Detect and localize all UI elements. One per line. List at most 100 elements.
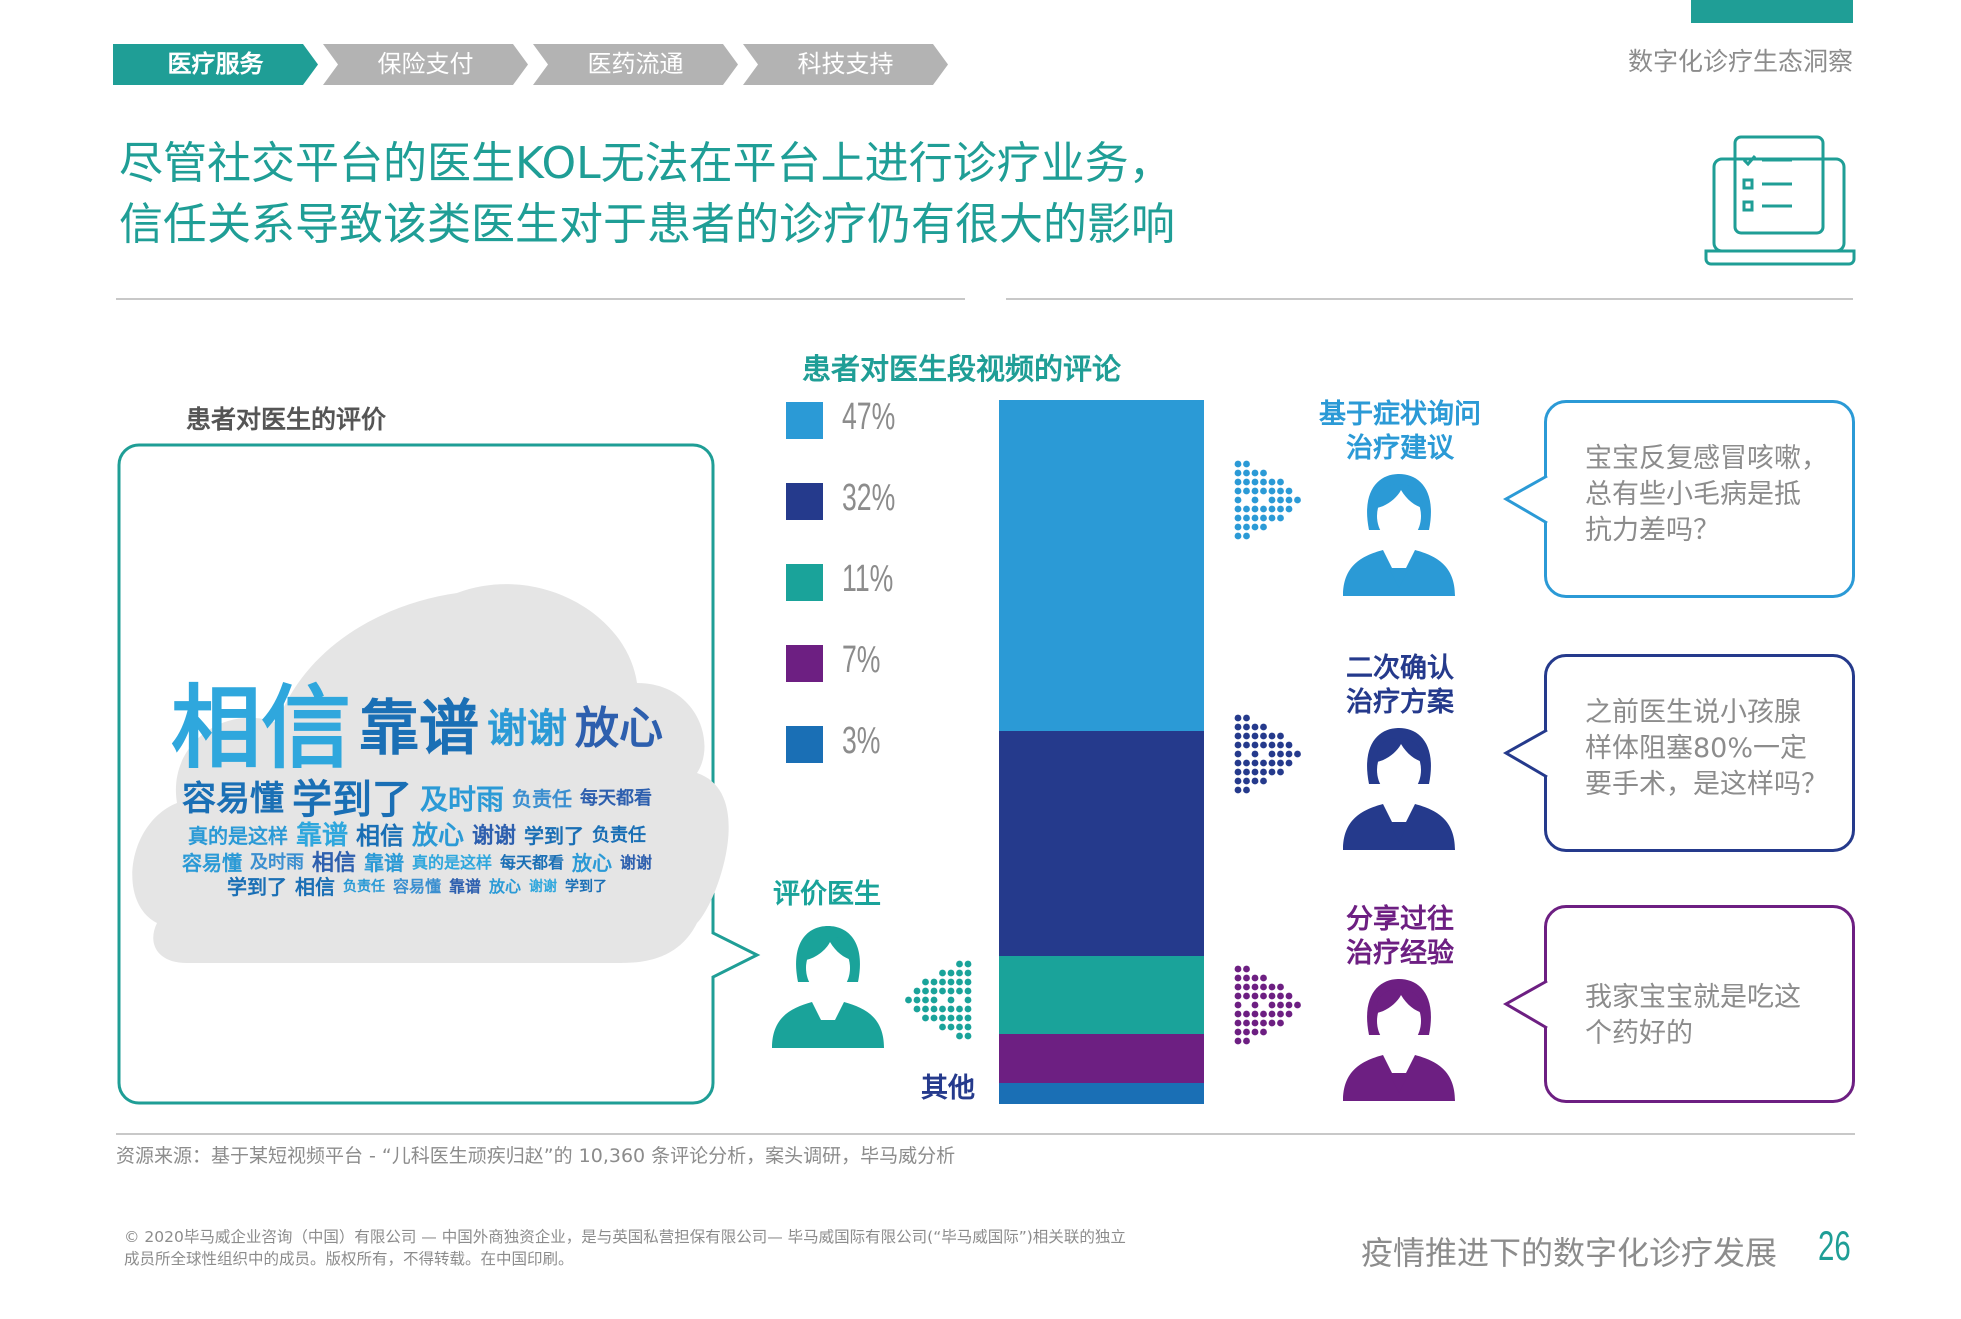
legend-label: 32% <box>842 477 896 519</box>
divider-left <box>116 298 965 300</box>
copyright-line-1: © 2020毕马威企业咨询（中国）有限公司 — 中国外商独资企业，是与英国私营担… <box>124 1228 1126 1246</box>
legend-swatch <box>786 726 823 763</box>
word-cloud-word: 放心 <box>411 820 464 851</box>
bar-segment <box>999 956 1204 1034</box>
segment-label-other: 其他 <box>921 1073 975 1104</box>
page-number: 26 <box>1818 1222 1851 1269</box>
speech-bubble: 之前医生说小孩腺 样体阻塞80%一定 要手术，是这样吗？ <box>1502 654 1855 852</box>
legend-swatch <box>786 645 823 682</box>
legend-swatch <box>786 564 823 601</box>
word-cloud-word: 靠谱 <box>363 850 404 875</box>
segment-label-line-2: 治疗经验 <box>1346 938 1454 969</box>
quote-line: 宝宝反复感冒咳嗽， <box>1585 443 1828 474</box>
legend-label: 7% <box>842 639 881 681</box>
word-cloud: 相信 靠谱 谢谢 放心 容易懂 学到了 及时雨 负责任 每天都看 真的是这样 靠谱 相信 放心 谢谢 学到了… <box>167 630 667 950</box>
quote-line: 我家宝宝就是吃这 <box>1585 982 1801 1013</box>
bar-segment <box>999 730 1204 957</box>
word-cloud-word: 谢谢 <box>620 852 653 872</box>
word-cloud-word: 学到了 <box>291 776 412 823</box>
dot-arrow-left-icon <box>902 960 972 1044</box>
tab-medical-service[interactable]: 医疗服务 <box>113 44 318 85</box>
word-cloud-word: 相信 <box>355 821 404 850</box>
word-cloud-word: 学到了 <box>565 879 608 896</box>
word-cloud-word: 学到了 <box>226 874 287 899</box>
doc-title: 疫情推进下的数字化诊疗发展 <box>1361 1234 1778 1272</box>
word-cloud-word: 放心 <box>489 877 522 897</box>
tab-pharma[interactable]: 医药流通 <box>533 44 738 85</box>
segment-label: 分享过往 治疗经验 <box>1300 903 1500 971</box>
word-cloud-word: 负责任 <box>592 824 647 846</box>
title-line-1: 尽管社交平台的医生KOL无法在平台上进行诊疗业务， <box>119 138 1173 189</box>
person-icon <box>1343 724 1455 854</box>
section-tabs: 医疗服务 保险支付 医药流通 科技支持 <box>113 44 953 85</box>
speech-bubble: 我家宝宝就是吃这 个药好的 <box>1502 905 1855 1103</box>
top-accent-bar <box>1691 0 1853 23</box>
segment-label-line-1: 分享过往 <box>1346 904 1454 935</box>
legend-label: 3% <box>842 720 881 762</box>
legend-label: 11% <box>842 558 894 600</box>
person-icon <box>1343 975 1455 1105</box>
legend-swatch <box>786 402 823 439</box>
word-cloud-word: 相信 <box>171 676 351 782</box>
report-title: 数字化诊疗生态洞察 <box>1627 47 1853 76</box>
source-note: 资源来源：基于某短视频平台 - “儿科医生顽疾归赵”的 10,360 条评论分析… <box>116 1145 956 1167</box>
speech-bubble: 宝宝反复感冒咳嗽， 总有些小毛病是抵 抗力差吗？ <box>1502 400 1855 598</box>
segment-label-line-2: 治疗方案 <box>1346 687 1454 718</box>
word-cloud-word: 谢谢 <box>529 879 558 896</box>
evaluation-panel <box>117 443 761 1105</box>
word-cloud-word: 谢谢 <box>487 706 567 753</box>
quote-line: 要手术，是这样吗？ <box>1585 769 1828 800</box>
chart-title: 患者对医生段视频的评论 <box>802 352 1122 386</box>
footer-divider <box>116 1133 1855 1135</box>
word-cloud-word: 及时雨 <box>419 782 504 816</box>
person-icon <box>772 922 884 1052</box>
tab-tech[interactable]: 科技支持 <box>743 44 948 85</box>
tab-insurance[interactable]: 保险支付 <box>323 44 528 85</box>
segment-label-line-2: 治疗建议 <box>1346 433 1454 464</box>
person-icon <box>1343 470 1455 600</box>
word-cloud-word: 靠谱 <box>448 877 481 897</box>
word-cloud-shape <box>132 584 729 963</box>
page-title: 尽管社交平台的医生KOL无法在平台上进行诊疗业务， 信任关系导致该类医生对于患者… <box>119 133 1175 255</box>
segment-label-line-1: 基于症状询问 <box>1319 399 1481 430</box>
word-cloud-word: 真的是这样 <box>187 823 288 848</box>
bar-segment <box>999 1082 1204 1104</box>
word-cloud-word: 放心 <box>572 850 613 875</box>
quote-line: 样体阻塞80%一定 <box>1585 733 1808 764</box>
segment-label-evaluate: 评价医生 <box>773 879 881 910</box>
word-cloud-word: 相信 <box>311 850 356 876</box>
left-panel-heading: 患者对医生的评价 <box>186 405 387 434</box>
bar-segment <box>999 400 1204 731</box>
word-cloud-word: 负责任 <box>342 879 385 896</box>
dot-arrow-right-icon <box>1234 714 1304 798</box>
stacked-bar <box>999 400 1204 1104</box>
word-cloud-word: 相信 <box>294 874 335 899</box>
word-cloud-word: 学到了 <box>524 823 585 848</box>
word-cloud-word: 真的是这样 <box>411 852 492 872</box>
checklist-laptop-icon <box>1704 135 1856 266</box>
word-cloud-word: 每天都看 <box>580 788 652 810</box>
quote-line: 抗力差吗？ <box>1585 515 1720 546</box>
word-cloud-word: 容易懂 <box>181 850 242 875</box>
segment-label: 二次确认 治疗方案 <box>1300 652 1500 720</box>
word-cloud-word: 放心 <box>575 703 663 755</box>
dot-arrow-right-icon <box>1234 460 1304 544</box>
divider-right <box>1006 298 1853 300</box>
segment-label: 基于症状询问 治疗建议 <box>1300 398 1500 466</box>
segment-label-line-1: 二次确认 <box>1346 653 1454 684</box>
quote-line: 总有些小毛病是抵 <box>1585 479 1801 510</box>
bar-segment <box>999 1033 1204 1083</box>
word-cloud-word: 及时雨 <box>249 851 304 873</box>
title-line-2: 信任关系导致该类医生对于患者的诊疗仍有很大的影响 <box>119 199 1175 250</box>
word-cloud-word: 每天都看 <box>500 852 565 872</box>
word-cloud-word: 靠谱 <box>359 693 479 764</box>
word-cloud-word: 负责任 <box>512 787 572 812</box>
word-cloud-word: 靠谱 <box>295 820 348 851</box>
quote-line: 个药好的 <box>1585 1018 1693 1049</box>
dot-arrow-right-icon <box>1234 965 1304 1049</box>
copyright: © 2020毕马威企业咨询（中国）有限公司 — 中国外商独资企业，是与英国私营担… <box>124 1226 1126 1270</box>
word-cloud-word: 容易懂 <box>392 877 441 897</box>
copyright-line-2: 成员所全球性组织中的成员。版权所有，不得转载。在中国印刷。 <box>124 1250 574 1268</box>
quote-line: 之前医生说小孩腺 <box>1585 697 1801 728</box>
word-cloud-word: 谢谢 <box>472 823 517 849</box>
